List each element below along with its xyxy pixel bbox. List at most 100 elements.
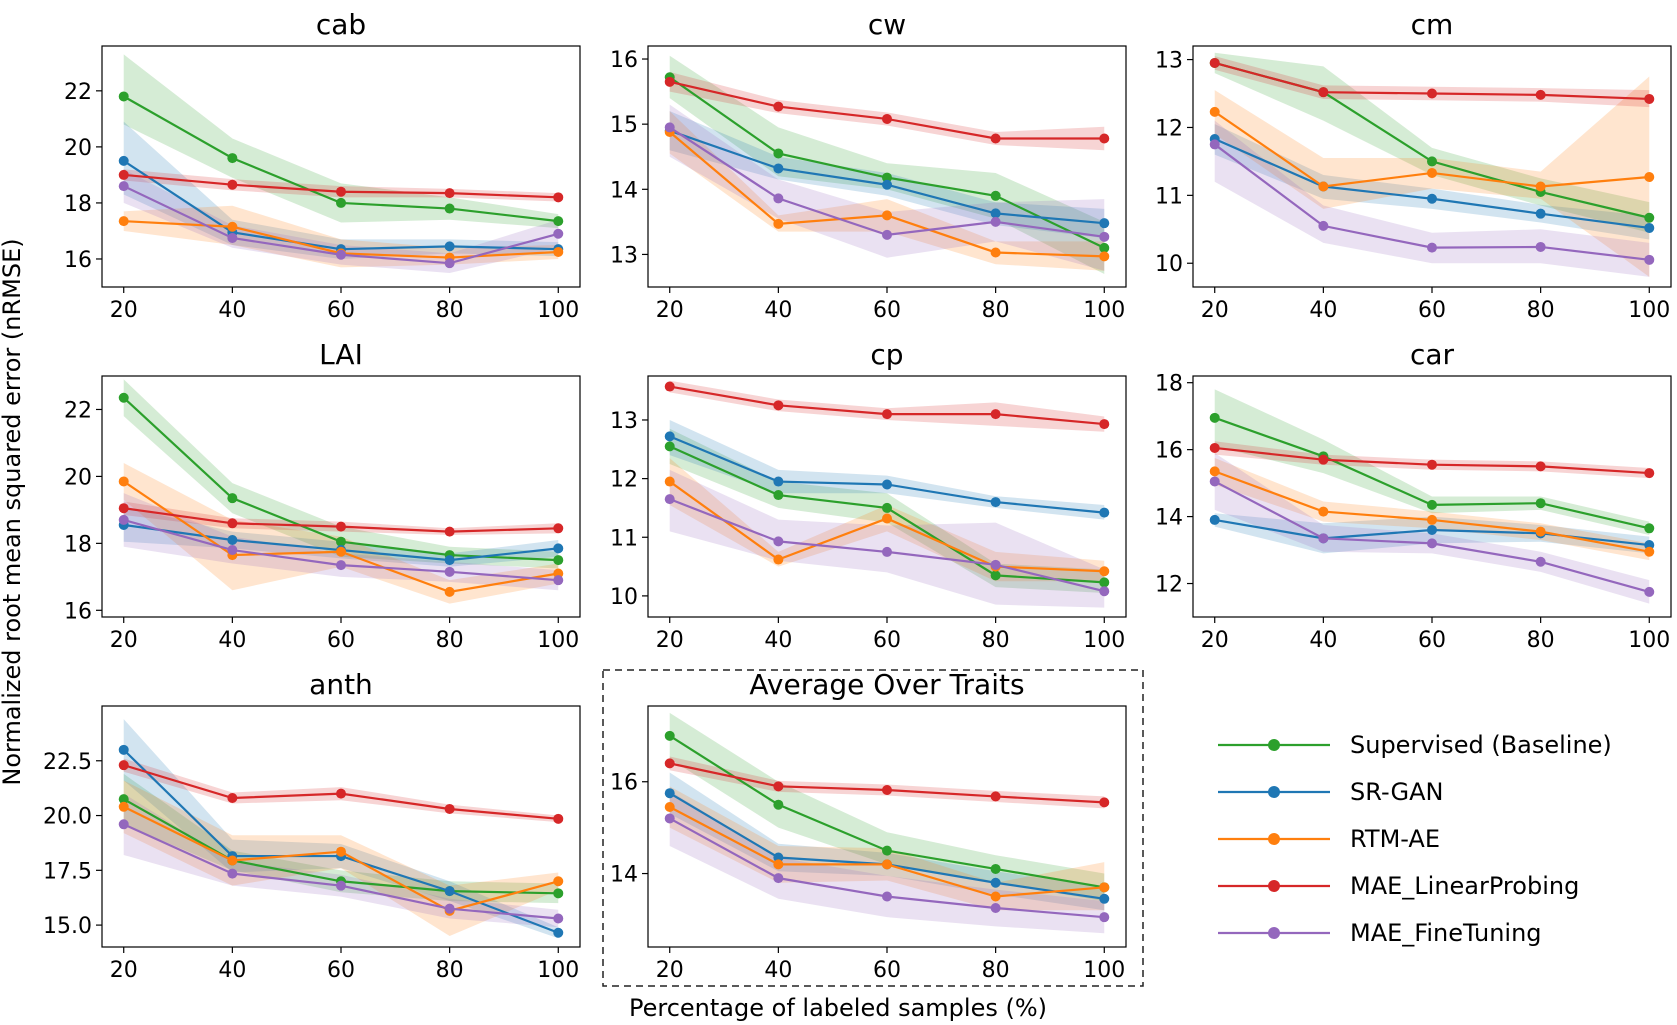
x-tick-label: 60	[327, 628, 355, 653]
x-tick-label: 20	[656, 298, 684, 323]
band-rtm-ae	[669, 111, 1105, 271]
point-sr-gan	[118, 744, 129, 755]
figure-xlabel: Percentage of labeled samples (%)	[629, 994, 1047, 1022]
point-mae-linearprobing	[664, 758, 675, 769]
y-tick-label: 11	[610, 526, 638, 551]
legend-label: SR-GAN	[1350, 778, 1443, 806]
point-rtm-ae	[1318, 506, 1329, 517]
point-supervised-baseline-	[1535, 498, 1546, 509]
x-tick-label: 100	[1083, 298, 1125, 323]
point-supervised-baseline-	[553, 555, 564, 566]
point-rtm-ae	[227, 221, 238, 232]
x-tick-label: 40	[764, 958, 792, 983]
legend-marker	[1268, 927, 1280, 939]
point-rtm-ae	[1209, 106, 1220, 117]
point-sr-gan	[990, 497, 1001, 508]
point-mae-linearprobing	[1099, 133, 1110, 144]
point-rtm-ae	[1099, 251, 1110, 262]
point-mae-linearprobing	[227, 518, 238, 529]
point-mae-finetuning	[773, 873, 784, 884]
y-tick-label: 14	[610, 863, 638, 888]
y-tick-label: 15	[610, 113, 638, 138]
x-tick-label: 20	[110, 298, 138, 323]
point-mae-finetuning	[1099, 912, 1110, 923]
point-rtm-ae	[1644, 172, 1655, 183]
point-sr-gan	[882, 179, 892, 190]
x-tick-label: 80	[436, 628, 464, 653]
point-mae-linearprobing	[1318, 454, 1329, 465]
point-supervised-baseline-	[773, 148, 784, 159]
point-sr-gan	[553, 543, 564, 554]
point-supervised-baseline-	[882, 502, 892, 513]
point-rtm-ae	[882, 210, 892, 221]
point-rtm-ae	[773, 218, 784, 229]
y-tick-label: 17.5	[43, 859, 92, 884]
point-supervised-baseline-	[1644, 523, 1655, 534]
y-tick-label: 15.0	[43, 914, 92, 939]
band-sr-gan	[669, 772, 1105, 911]
panel-title: car	[1410, 338, 1455, 371]
point-mae-linearprobing	[553, 192, 564, 203]
point-mae-finetuning	[118, 819, 129, 830]
legend-item-mae-linearprobing: MAE_LinearProbing	[1218, 872, 1579, 900]
point-sr-gan	[773, 476, 784, 487]
point-mae-linearprobing	[664, 76, 675, 87]
point-mae-linearprobing	[1099, 797, 1110, 808]
band-mae-finetuning	[669, 104, 1105, 271]
point-rtm-ae	[444, 586, 455, 597]
point-supervised-baseline-	[336, 536, 346, 547]
x-tick-label: 100	[537, 298, 579, 323]
point-mae-finetuning	[1318, 533, 1329, 544]
point-mae-linearprobing	[444, 188, 455, 199]
point-mae-linearprobing	[1318, 87, 1329, 98]
point-mae-finetuning	[118, 181, 129, 192]
legend-marker	[1268, 880, 1280, 892]
legend-item-rtm-ae: RTM-AE	[1218, 825, 1440, 853]
x-tick-label: 20	[656, 958, 684, 983]
y-tick-label: 18	[1155, 372, 1183, 397]
x-tick-label: 60	[327, 298, 355, 323]
point-mae-linearprobing	[882, 113, 892, 124]
point-rtm-ae	[773, 554, 784, 565]
point-mae-finetuning	[1535, 556, 1546, 567]
y-tick-label: 22	[64, 398, 92, 423]
legend-label: Supervised (Baseline)	[1350, 731, 1612, 759]
point-mae-linearprobing	[773, 781, 784, 792]
point-mae-finetuning	[1209, 476, 1220, 487]
point-mae-finetuning	[664, 494, 675, 505]
point-sr-gan	[553, 927, 564, 938]
x-tick-label: 40	[764, 628, 792, 653]
point-mae-finetuning	[1099, 231, 1110, 242]
point-mae-finetuning	[1644, 254, 1655, 265]
point-mae-linearprobing	[664, 381, 675, 392]
legend-item-mae-finetuning: MAE_FineTuning	[1218, 919, 1542, 947]
point-mae-linearprobing	[336, 788, 346, 799]
point-mae-linearprobing	[227, 179, 238, 190]
x-tick-label: 80	[982, 628, 1010, 653]
point-rtm-ae	[882, 513, 892, 524]
point-mae-linearprobing	[882, 785, 892, 796]
point-mae-finetuning	[1427, 242, 1437, 253]
y-tick-label: 13	[610, 243, 638, 268]
y-tick-label: 11	[1155, 184, 1183, 209]
point-rtm-ae	[664, 476, 675, 487]
x-tick-label: 100	[1628, 298, 1670, 323]
point-supervised-baseline-	[664, 730, 675, 741]
panel-cm: cm 20 40 60 80 100 10 11 12 13	[1155, 8, 1672, 323]
x-tick-label: 80	[436, 298, 464, 323]
point-mae-finetuning	[444, 566, 455, 577]
band-sr-gan	[123, 719, 559, 939]
point-sr-gan	[444, 555, 455, 566]
point-supervised-baseline-	[664, 441, 675, 452]
x-tick-label: 80	[436, 958, 464, 983]
x-tick-label: 60	[873, 298, 901, 323]
point-sr-gan	[118, 155, 129, 166]
point-sr-gan	[990, 208, 1001, 219]
point-mae-linearprobing	[1535, 89, 1546, 100]
point-sr-gan	[1099, 507, 1110, 518]
point-rtm-ae	[553, 246, 564, 257]
point-mae-linearprobing	[882, 409, 892, 420]
point-supervised-baseline-	[1209, 412, 1220, 423]
point-rtm-ae	[553, 876, 564, 887]
